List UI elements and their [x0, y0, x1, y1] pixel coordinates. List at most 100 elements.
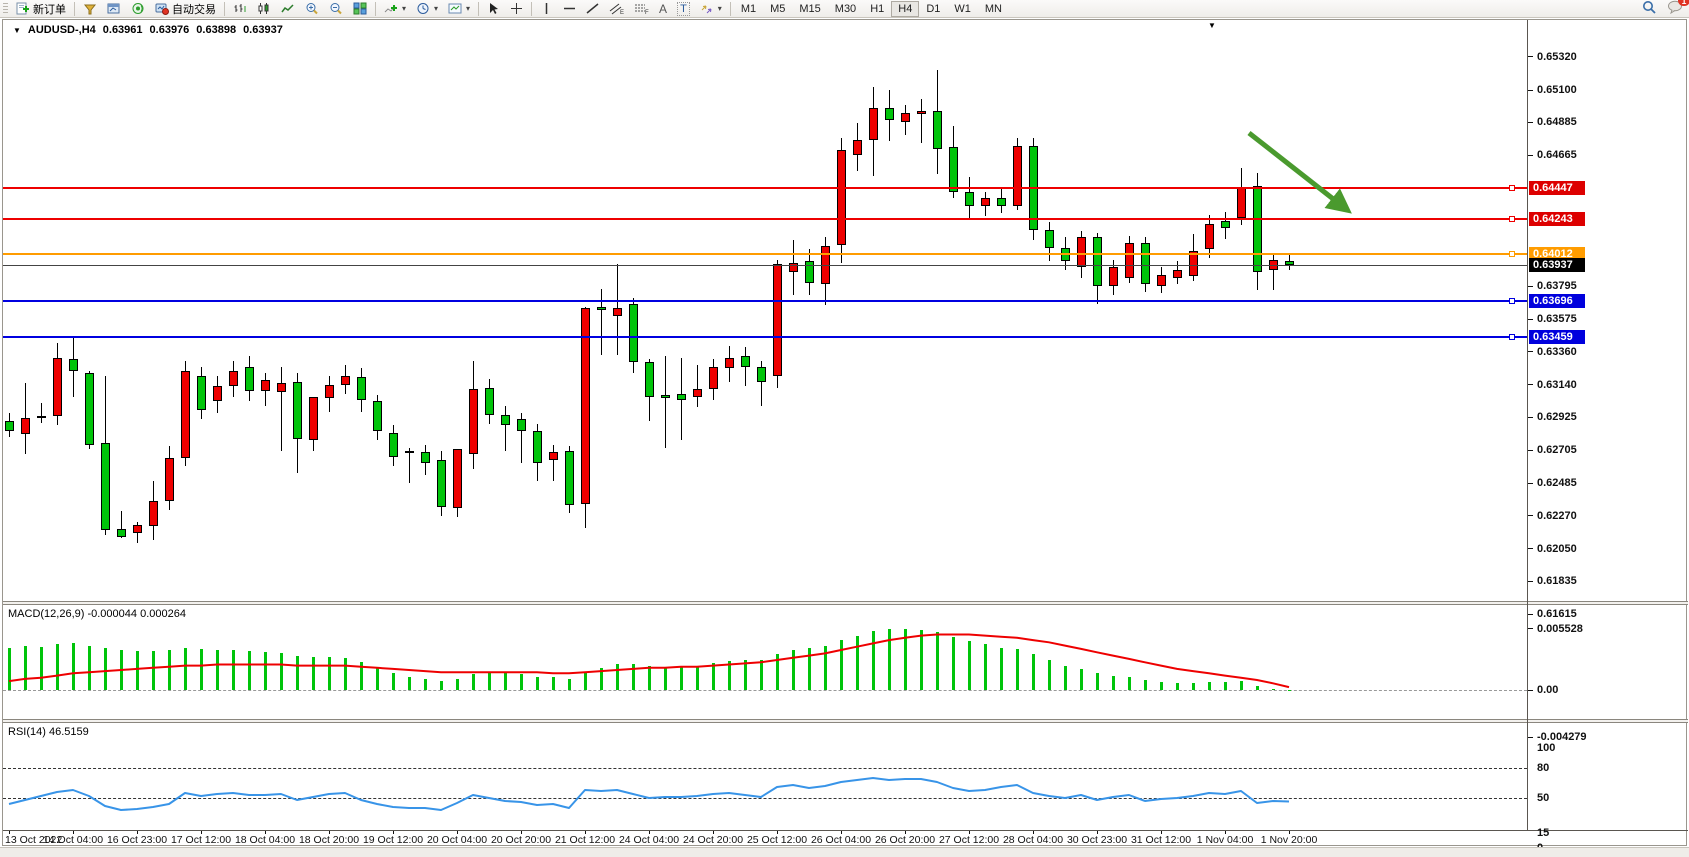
macd-histogram-bar [984, 644, 987, 690]
rsi-line-layer [8, 777, 1290, 811]
toolbar-grip[interactable] [3, 2, 8, 15]
horizontal-line-tool-button[interactable] [558, 1, 581, 17]
horizontal-level-line-0.63459[interactable] [3, 336, 1527, 338]
search-button[interactable] [1642, 0, 1657, 17]
candle-body [1237, 187, 1246, 218]
candle-wick [553, 444, 554, 481]
sound-button[interactable] [126, 1, 150, 17]
price-level-badge: 0.64243 [1529, 211, 1585, 226]
fibonacci-tool-button[interactable]: F [629, 1, 654, 17]
macd-histogram-bar [872, 631, 875, 690]
autotrade-button[interactable]: 自动交易 [150, 1, 221, 17]
horizontal-level-line-0.64243[interactable] [3, 218, 1527, 220]
trendline-icon [586, 3, 599, 14]
zoom-out-button[interactable] [324, 1, 348, 17]
macd-pane[interactable]: MACD(12,26,9) -0.000044 0.000264 [3, 605, 1527, 719]
new-order-icon [16, 2, 29, 15]
channel-tool-button[interactable]: E [604, 1, 629, 17]
bar-chart-button[interactable] [228, 1, 252, 17]
timeframe-M15[interactable]: M15 [799, 2, 821, 15]
candle-wick [761, 360, 762, 406]
time-axis-border [3, 830, 1688, 831]
data-window-button[interactable] [102, 1, 126, 17]
new-order-button[interactable]: 新订单 [11, 1, 71, 17]
collapse-arrow-icon[interactable]: ▼ [13, 25, 21, 35]
macd-histogram-bar [328, 656, 331, 690]
macd-histogram-bar [440, 681, 443, 690]
time-label: 30 Oct 23:00 [1066, 834, 1128, 846]
candle-body [309, 396, 318, 441]
trendline-tool-button[interactable] [581, 1, 604, 17]
label-tool-button[interactable]: T [672, 1, 695, 17]
time-axis[interactable]: 13 Oct 2022 14 Oct 04:00 16 Oct 23:00 17 Oc… [3, 831, 1688, 847]
candle-body [261, 380, 270, 391]
tile-windows-button[interactable] [348, 1, 372, 17]
cursor-tool-button[interactable] [482, 1, 505, 17]
price-grid-label: 0.64665 [1537, 149, 1577, 162]
price-axis-border [1527, 20, 1528, 830]
macd-histogram-bar [1000, 647, 1003, 690]
vertical-line-tool-button[interactable] [535, 1, 558, 17]
candle-body [21, 417, 30, 435]
candle-wick [665, 356, 666, 448]
level-handle[interactable] [1509, 298, 1515, 304]
notifications-button[interactable]: 1 [1667, 0, 1689, 17]
text-tool-button[interactable]: A [654, 1, 672, 17]
price-tick [1528, 450, 1533, 451]
timeframe-M1[interactable]: M1 [740, 2, 757, 15]
time-tick [1225, 831, 1226, 834]
price-chart-canvas[interactable] [3, 20, 1527, 601]
arrows-tool-button[interactable]: ▾ [695, 1, 727, 17]
ohlc-low: 0.63898 [196, 24, 237, 36]
market-watch-button[interactable] [78, 1, 102, 17]
periods-button[interactable]: ▾ [411, 1, 443, 17]
candle-body [149, 500, 158, 527]
horizontal-level-line-0.63937[interactable] [3, 265, 1527, 266]
candle-body [405, 450, 414, 453]
time-label: 1 Nov 20:00 [1260, 834, 1318, 846]
macd-histogram-bar [360, 662, 363, 690]
horizontal-level-line-0.63696[interactable] [3, 300, 1527, 302]
rsi-axis-label: 15 [1537, 827, 1550, 839]
horizontal-level-line-0.64447[interactable] [3, 187, 1527, 189]
pane-separator-rsi[interactable] [3, 719, 1688, 723]
line-chart-button[interactable] [276, 1, 300, 17]
candle-body [389, 432, 398, 457]
timeframe-W1[interactable]: W1 [954, 2, 971, 15]
timeframe-MN[interactable]: MN [984, 2, 1002, 15]
candle-body [741, 356, 750, 367]
timeframe-H1[interactable]: H1 [870, 2, 885, 15]
chart-shift-marker-icon[interactable]: ▼ [1208, 21, 1216, 30]
macd-histogram-bar [136, 651, 139, 690]
macd-histogram-bar [744, 660, 747, 690]
level-handle[interactable] [1509, 251, 1515, 257]
level-handle[interactable] [1509, 334, 1515, 340]
time-label: 25 Oct 12:00 [746, 834, 808, 846]
candlestick-chart-button[interactable] [252, 1, 276, 17]
indicators-button[interactable]: ▾ [379, 1, 411, 17]
macd-histogram-bar [792, 650, 795, 690]
macd-histogram-bar [40, 646, 43, 690]
candle-body [1013, 145, 1022, 206]
zoom-in-button[interactable] [300, 1, 324, 17]
timeframe-M5[interactable]: M5 [770, 2, 786, 15]
horizontal-level-line-0.64012[interactable] [3, 253, 1527, 255]
candle-body [645, 362, 654, 397]
time-tick [1161, 831, 1162, 834]
rsi-pane[interactable]: RSI(14) 46.5159 [3, 723, 1527, 830]
candle-body [597, 306, 606, 310]
timeframe-D1[interactable]: D1 [926, 2, 941, 15]
time-tick [457, 831, 458, 834]
macd-histogram-bar [232, 650, 235, 690]
macd-histogram-bar [920, 630, 923, 690]
pane-separator-macd[interactable] [3, 601, 1688, 605]
level-handle[interactable] [1509, 185, 1515, 191]
crosshair-tool-button[interactable] [505, 1, 528, 17]
timeframe-H4[interactable]: H4 [891, 0, 920, 17]
price-level-badge: 0.64447 [1529, 181, 1585, 196]
timeframe-M30[interactable]: M30 [834, 2, 857, 15]
macd-axis-tick [1528, 737, 1533, 738]
level-handle[interactable] [1509, 216, 1515, 222]
templates-button[interactable]: ▾ [443, 1, 475, 17]
price-grid-label: 0.65320 [1537, 50, 1577, 63]
